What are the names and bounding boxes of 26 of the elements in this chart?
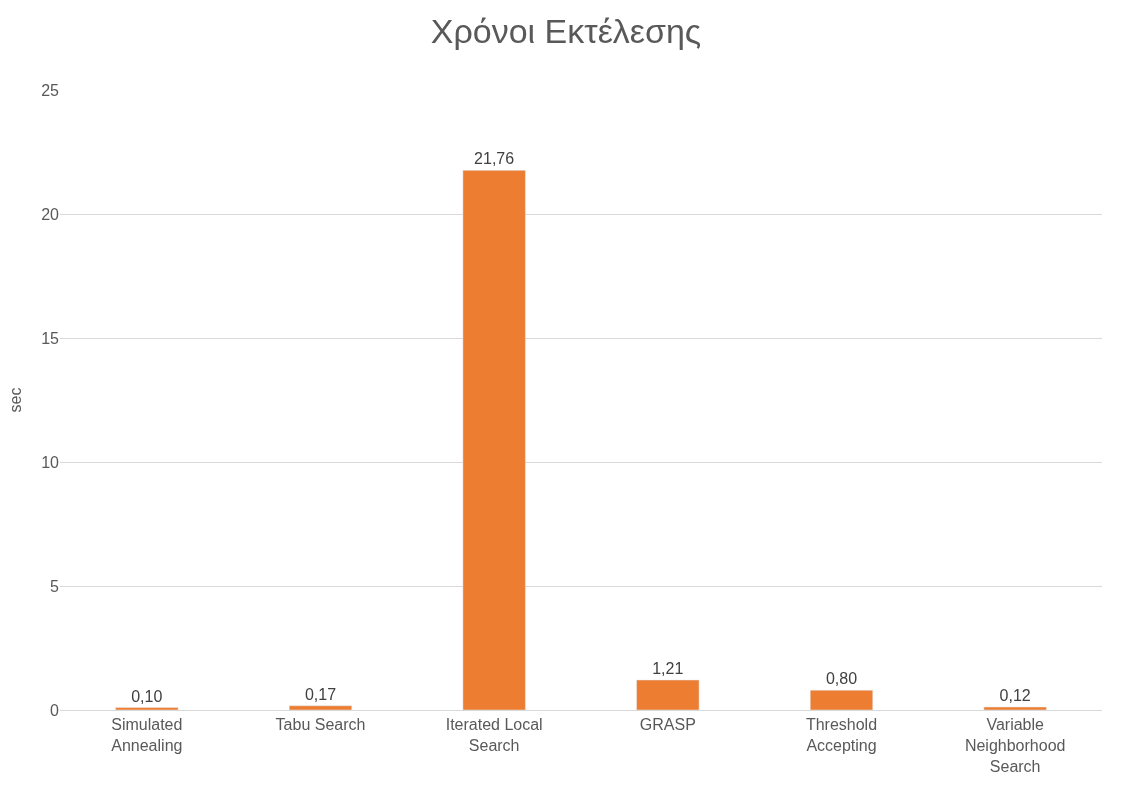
bar [462,170,526,710]
x-tick-label: Tabu Search [275,716,366,734]
bar [115,707,179,710]
y-tick-label: 15 [41,329,60,347]
y-tick-label: 0 [50,701,60,719]
data-label: 1,21 [652,659,684,677]
x-tick-label: GRASP [639,716,696,734]
y-tick-label: 5 [50,577,60,595]
bar [809,689,874,710]
y-axis-title: sec [7,387,25,413]
data-label: 0,17 [304,685,337,703]
bar [636,679,700,710]
x-tick-label: Simulated Annealing [111,716,183,754]
data-label: 0,80 [825,670,858,688]
x-tick-label: Variable Neighborhood Search [964,716,1066,775]
data-label: 21,76 [474,150,515,168]
y-tick-label: 10 [41,453,60,471]
x-tick-label: Iterated Local Search [445,716,543,754]
y-tick-label: 20 [41,205,60,223]
x-tick-label: Threshold Accepting [805,716,878,754]
bar [288,705,353,710]
data-label: 0,10 [131,687,163,705]
data-label: 0,12 [999,687,1031,705]
bar [983,706,1047,710]
chart-title: Χρόνοι Εκτέλεσης [430,12,702,51]
y-tick-label: 25 [41,81,60,99]
